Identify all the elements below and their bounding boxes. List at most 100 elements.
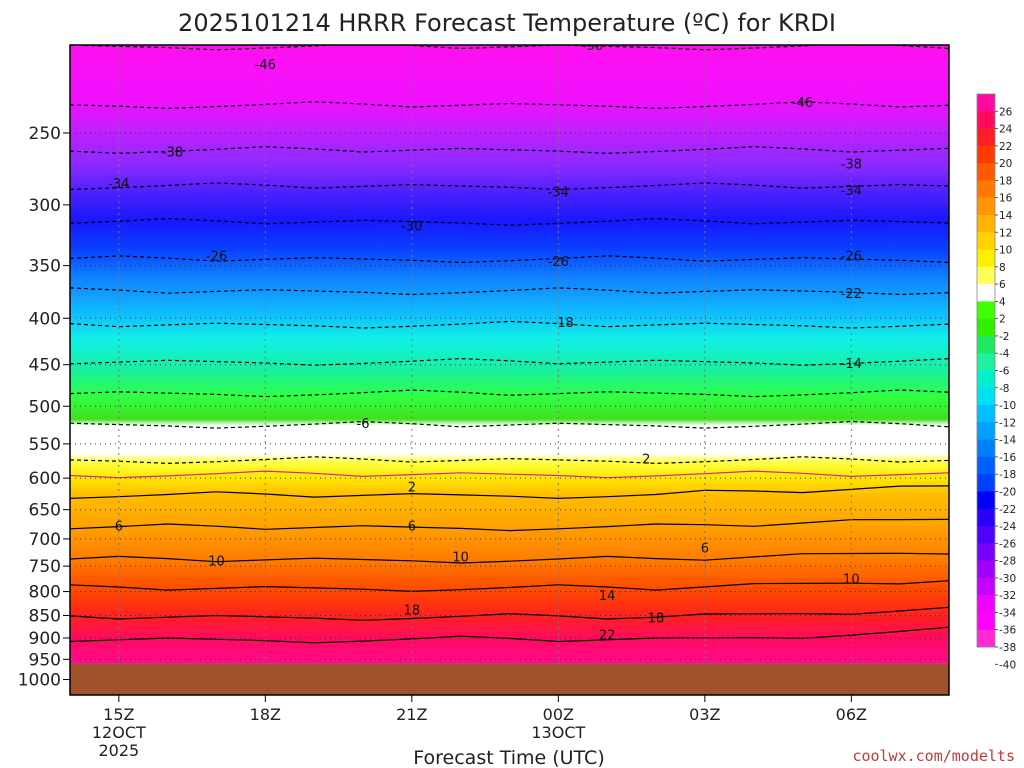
temperature-field <box>70 45 949 664</box>
colorbar-swatch <box>977 180 995 199</box>
colorbar-label: -10 <box>999 400 1016 412</box>
contour-label: -50 <box>582 39 603 54</box>
chart-title: 2025101214 HRRR Forecast Temperature (ºC… <box>178 9 836 37</box>
colorbar-swatch <box>977 491 995 510</box>
y-tick-label: 250 <box>29 124 61 144</box>
isotherm-line <box>70 518 949 532</box>
colorbar-label: 18 <box>999 175 1012 187</box>
x-tick-label: 18Z <box>250 705 281 724</box>
colorbar-label: 22 <box>999 141 1012 153</box>
isotherm-contours <box>70 45 949 644</box>
colorbar-swatch <box>977 335 995 354</box>
colorbar-label: -34 <box>999 607 1016 619</box>
contour-label: -18 <box>553 316 574 331</box>
y-tick-label: 900 <box>29 629 61 649</box>
contour-label: -34 <box>548 185 569 200</box>
colorbar-label: 24 <box>999 124 1013 136</box>
contour-label: -26 <box>841 249 862 264</box>
colorbar-label: -22 <box>999 504 1016 516</box>
x-tick-label: 21Z <box>396 705 427 724</box>
colorbar-label: -28 <box>999 556 1016 568</box>
x-tick-label: 15Z <box>103 705 134 724</box>
contour-label: 10 <box>452 551 469 566</box>
contour-label: -26 <box>206 249 227 264</box>
contour-label: 10 <box>208 554 225 569</box>
colorbar-swatch <box>977 232 995 251</box>
y-tick-label: 300 <box>29 196 61 216</box>
y-tick-label: 500 <box>29 397 61 417</box>
contour-labels: -50 -46 -46 -38 -38 -34 -34 -34 -30 -26 -26 -26 -22 -… <box>108 39 862 643</box>
colorbar-swatch <box>977 197 995 216</box>
colorbar-label: -18 <box>999 469 1016 481</box>
colorbar-label: 16 <box>999 193 1013 205</box>
isotherm-line <box>70 606 949 621</box>
colorbar-swatch <box>977 94 995 112</box>
contour-label: 22 <box>599 628 616 643</box>
colorbar-swatch <box>977 214 995 233</box>
gridlines <box>70 45 949 695</box>
colorbar-label: -30 <box>999 573 1016 585</box>
colorbar-swatch <box>977 318 995 337</box>
colorbar-swatch <box>977 612 995 631</box>
contour-label: -30 <box>401 219 422 234</box>
colorbar-label: -16 <box>999 452 1016 464</box>
colorbar-swatch <box>977 370 995 389</box>
colorbar-swatch <box>977 526 995 544</box>
colorbar-label: 14 <box>999 210 1013 222</box>
contour-label: -34 <box>108 177 129 192</box>
isotherm-line <box>70 485 949 500</box>
colorbar-swatch <box>977 405 995 423</box>
contour-label: -6 <box>357 417 370 432</box>
colorbar-label: -38 <box>999 642 1016 654</box>
x-tick-label: 00Z <box>543 705 574 724</box>
plot-frame <box>69 44 950 696</box>
contour-label: -26 <box>548 255 569 270</box>
colorbar: 26 24 22 20 18 16 14 12 10 8 6 4 2 -2 -4 -6 -8 -10 -12 -14 -… <box>976 93 1016 671</box>
contour-label: -38 <box>162 145 183 160</box>
contour-label: 2 <box>408 481 416 496</box>
colorbar-label: 10 <box>999 245 1012 257</box>
colorbar-swatch <box>977 387 995 406</box>
contour-label: 6 <box>115 520 123 535</box>
colorbar-swatch <box>977 266 995 285</box>
contour-label: 6 <box>408 520 416 535</box>
contour-label: -46 <box>255 58 276 73</box>
x-tick-label: 03Z <box>689 705 720 724</box>
colorbar-label: 4 <box>999 296 1006 308</box>
isotherm-line <box>70 552 949 564</box>
colorbar-swatch <box>977 145 995 164</box>
colorbar-label: -14 <box>999 435 1016 447</box>
y-tick-label: 850 <box>29 606 61 626</box>
contour-label: -14 <box>841 357 862 372</box>
colorbar-label: -26 <box>999 538 1016 550</box>
colorbar-swatch <box>977 474 995 492</box>
colorbar-label: -4 <box>999 348 1010 360</box>
y-tick-label: 950 <box>29 650 61 670</box>
colorbar-label: 6 <box>999 279 1006 291</box>
y-tick-label: 450 <box>29 356 61 376</box>
colorbar-swatch <box>977 456 995 475</box>
colorbar-label: -32 <box>999 590 1016 602</box>
colorbar-label: -40 <box>999 659 1016 671</box>
contour-label: 14 <box>599 589 616 604</box>
contour-label: 18 <box>648 611 665 626</box>
site-credit: coolwx.com/modelts <box>852 747 1015 765</box>
y-tick-label: 700 <box>29 530 61 550</box>
contour-label: -38 <box>841 157 862 172</box>
contour-label: -34 <box>841 184 862 199</box>
isotherm-line <box>70 470 949 479</box>
x-tick-sublabel: 12OCT <box>92 723 146 742</box>
colorbar-label: -24 <box>999 521 1016 533</box>
y-tick-label: 350 <box>29 257 61 277</box>
colorbar-swatch <box>977 249 995 268</box>
colorbar-swatch <box>977 595 995 613</box>
colorbar-swatch <box>977 353 995 371</box>
isotherm-line <box>70 580 949 593</box>
x-axis-label: Forecast Time (UTC) <box>413 747 604 768</box>
colorbar-swatch <box>977 508 995 527</box>
isotherm-line <box>70 626 949 644</box>
colorbar-swatch <box>977 439 995 458</box>
colorbar-swatch <box>977 284 995 302</box>
